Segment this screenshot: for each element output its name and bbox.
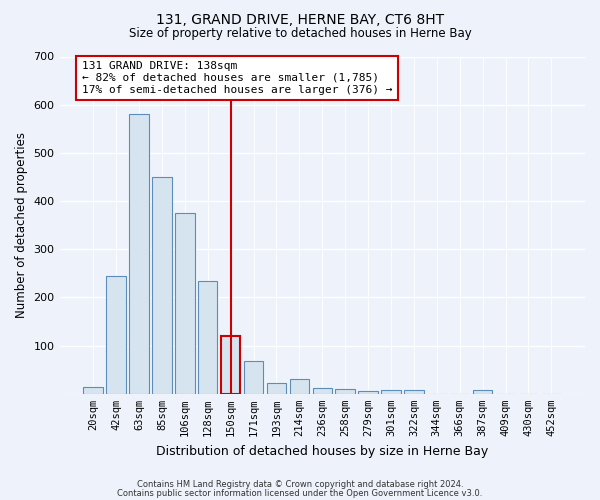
Bar (358, 392, 378, 394)
Text: Contains public sector information licensed under the Open Government Licence v3: Contains public sector information licen… (118, 488, 482, 498)
Bar (106, 276, 126, 394)
Bar (290, 380, 309, 394)
Bar (244, 361, 263, 394)
Bar (267, 383, 286, 394)
Bar (83, 386, 103, 394)
Text: Contains HM Land Registry data © Crown copyright and database right 2024.: Contains HM Land Registry data © Crown c… (137, 480, 463, 489)
X-axis label: Distribution of detached houses by size in Herne Bay: Distribution of detached houses by size … (156, 444, 488, 458)
Text: 131, GRAND DRIVE, HERNE BAY, CT6 8HT: 131, GRAND DRIVE, HERNE BAY, CT6 8HT (156, 12, 444, 26)
Text: 131 GRAND DRIVE: 138sqm
← 82% of detached houses are smaller (1,785)
17% of semi: 131 GRAND DRIVE: 138sqm ← 82% of detache… (82, 62, 392, 94)
Bar (129, 114, 149, 394)
Bar (152, 177, 172, 394)
Bar (175, 213, 194, 394)
Bar (335, 388, 355, 394)
Bar (313, 388, 332, 394)
Bar (404, 390, 424, 394)
Bar (381, 390, 401, 394)
Text: Size of property relative to detached houses in Herne Bay: Size of property relative to detached ho… (128, 28, 472, 40)
Bar (221, 336, 241, 394)
Bar (198, 280, 217, 394)
Bar (473, 390, 493, 394)
Y-axis label: Number of detached properties: Number of detached properties (15, 132, 28, 318)
